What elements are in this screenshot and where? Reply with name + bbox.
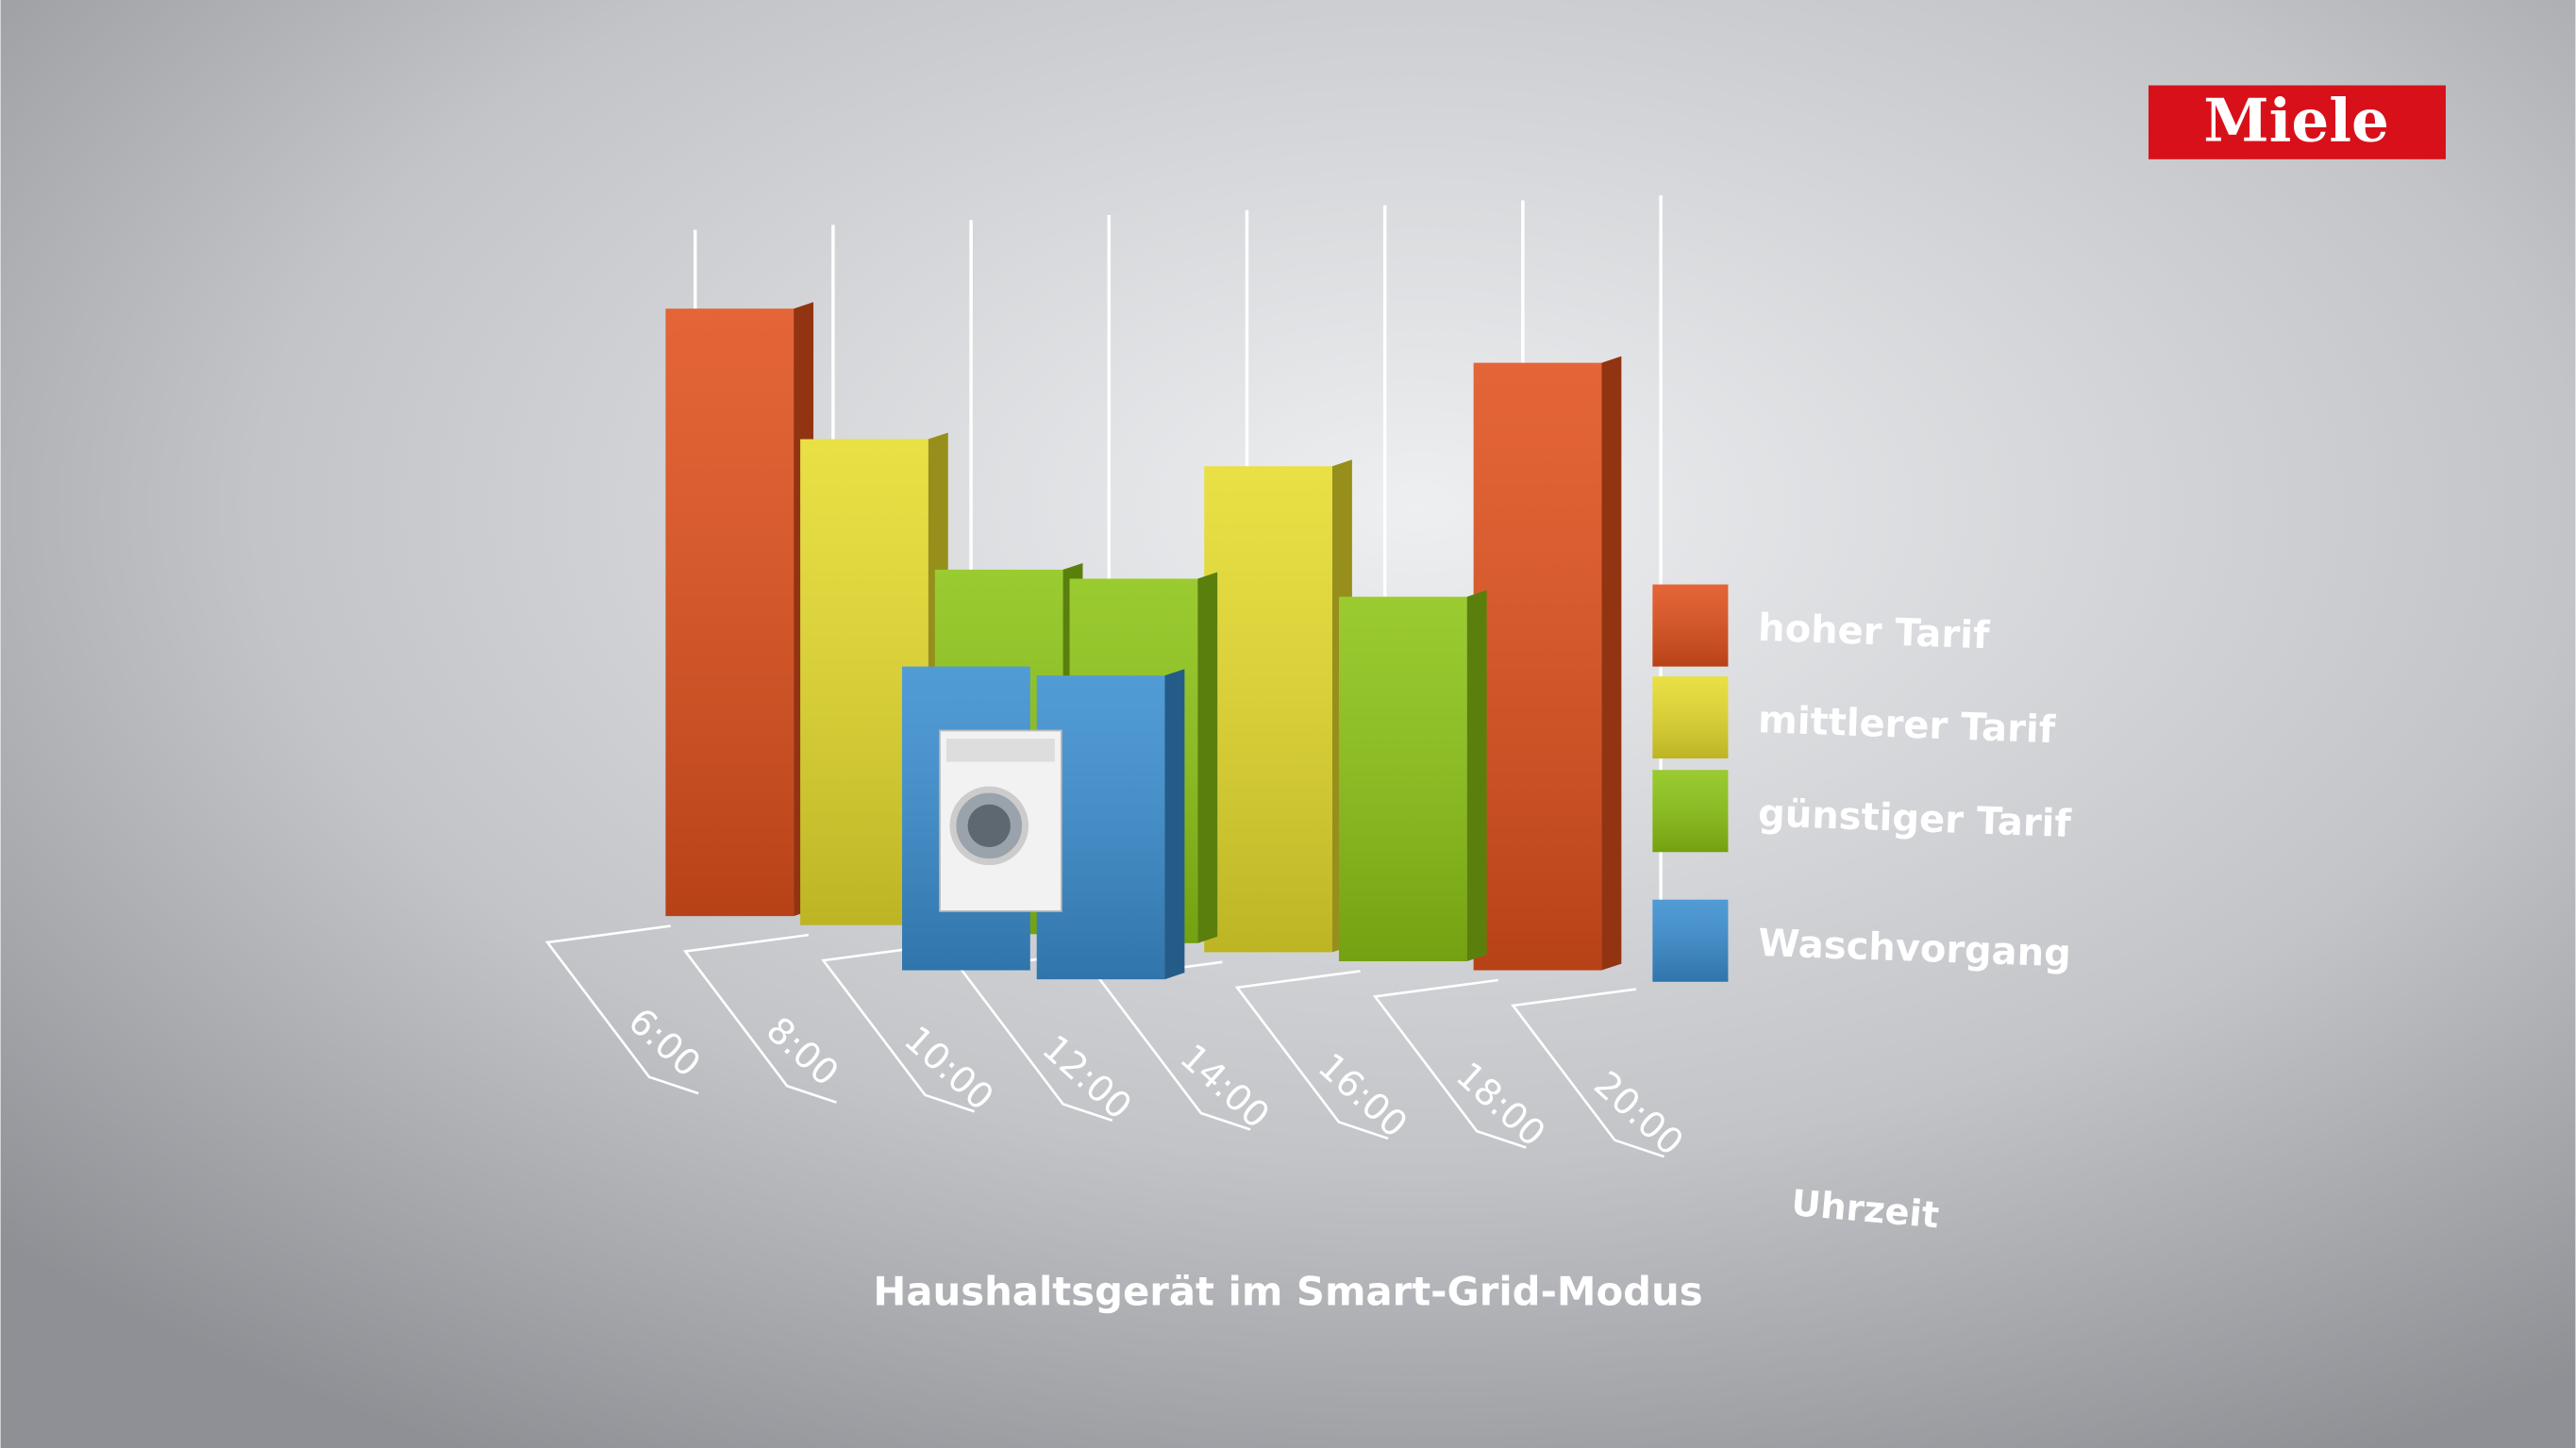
chart-title: Haushaltsgerät im Smart-Grid-Modus <box>873 1269 1702 1315</box>
legend-label: Waschvorgang <box>1757 922 2071 976</box>
bar-shade <box>1473 362 1602 971</box>
legend-label: günstiger Tarif <box>1757 791 2072 846</box>
tick-leader <box>1234 970 1389 1140</box>
bar-side <box>1466 590 1487 961</box>
logo: Miele <box>2203 86 2389 156</box>
bar-side <box>1601 356 1622 971</box>
bar-side-shade <box>1164 669 1185 980</box>
bar-side-shade <box>1601 356 1622 971</box>
bar-side <box>1197 572 1218 943</box>
legend-label: hoher Tarif <box>1757 607 1990 658</box>
bar-side-shade <box>1197 572 1218 943</box>
bar-shade <box>1338 596 1467 961</box>
logo-box <box>2148 85 2446 159</box>
legend-swatch-shade <box>1652 676 1729 759</box>
machine-glass <box>967 804 1011 848</box>
legend-swatch-shade <box>1652 584 1729 667</box>
bar-side <box>1164 669 1185 980</box>
bar-side-shade <box>1466 590 1487 961</box>
machine-panel <box>946 739 1055 762</box>
bar-shade <box>665 308 795 917</box>
tick-leader <box>1372 978 1527 1149</box>
tick-leader <box>1511 988 1664 1158</box>
bar-shade <box>1204 466 1332 953</box>
legend-label: mittlerer Tarif <box>1757 698 2056 752</box>
legend-swatch-shade <box>1652 899 1729 982</box>
tick-leader <box>544 924 699 1095</box>
legend-swatch-shade <box>1652 770 1729 853</box>
tick-leader <box>821 942 976 1113</box>
tick-leader <box>682 933 837 1104</box>
